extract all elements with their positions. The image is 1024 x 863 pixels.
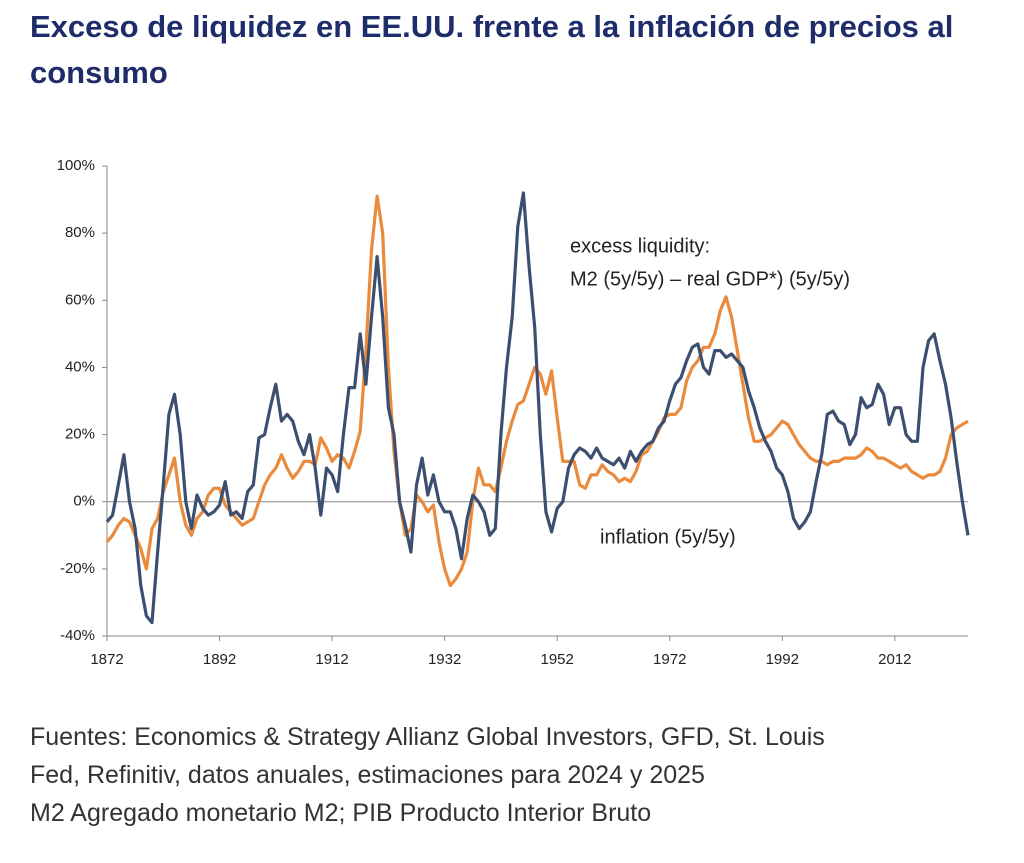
y-tick-label: 20%	[65, 426, 95, 443]
note-line: M2 Agregado monetario M2; PIB Producto I…	[30, 799, 652, 827]
x-tick-label: 1872	[90, 651, 123, 668]
x-tick-label: 1892	[203, 651, 236, 668]
y-tick-label: 0%	[73, 493, 95, 510]
x-tick-label: 1912	[315, 651, 348, 668]
chart: -40% -20% 0% 20% 40% 60% 80% 100% 1872 1892 1912 19…	[57, 157, 970, 668]
x-tick-label: 1972	[653, 651, 686, 668]
x-tick-label: 1952	[541, 651, 574, 668]
annotation: inflation (5y/5y)	[600, 526, 736, 548]
note-line: Fed, Refinitiv, datos anuales, estimacio…	[30, 761, 705, 789]
series-line	[105, 191, 970, 625]
y-tick-label: 80%	[65, 224, 95, 241]
y-tick-label: -20%	[60, 560, 95, 577]
annotation: excess liquidity:	[570, 235, 710, 257]
chart-title: Exceso de liquidez en EE.UU. frente a la…	[30, 9, 954, 90]
y-tick-label: -40%	[60, 627, 95, 644]
x-tick-label: 1932	[428, 651, 461, 668]
x-tick-label: 1992	[766, 651, 799, 668]
y-tick-label: 60%	[65, 291, 95, 308]
y-tick-label: 40%	[65, 358, 95, 375]
annotation: M2 (5y/5y) – real GDP*) (5y/5y)	[570, 268, 850, 290]
x-tick-label: 2012	[878, 651, 911, 668]
note-line: Fuentes: Economics & Strategy Allianz Gl…	[30, 723, 825, 751]
y-tick-label: 100%	[57, 157, 95, 174]
notes: Fuentes: Economics & Strategy Allianz Gl…	[30, 718, 825, 832]
